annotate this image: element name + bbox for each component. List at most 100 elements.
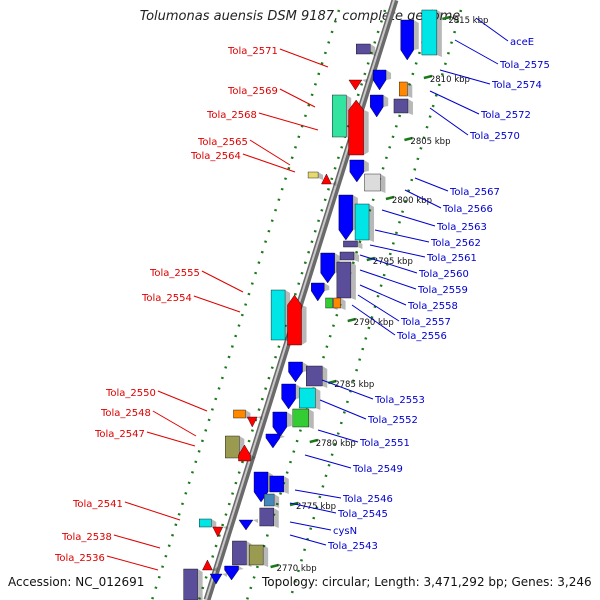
gene-shadow — [222, 573, 228, 577]
right-leader-line — [359, 284, 407, 306]
gene-tola-2545 — [263, 493, 280, 508]
left-gene-label: Tola_2564 — [190, 151, 241, 162]
gene-block — [343, 240, 358, 248]
right-gene-label: Tola_2574 — [491, 80, 542, 91]
gene-tola-2548 — [246, 416, 263, 428]
gene-block — [333, 297, 341, 309]
scale-label: 2795 kbp — [373, 257, 413, 267]
right-gene-label: Tola_2549 — [352, 464, 403, 475]
gene-arrow-down — [320, 252, 335, 284]
scale-tick — [270, 563, 279, 569]
scale-tick — [442, 15, 451, 21]
left-leader-line — [157, 390, 208, 412]
topology-label: Topology: circular; Length: 3,471,292 bp… — [262, 575, 592, 589]
gene-extra-plus — [202, 559, 218, 572]
right-gene-label: Tola_2557 — [400, 317, 451, 328]
gene-tola-2568 — [348, 99, 369, 156]
scale-label: 2780 kbp — [316, 439, 356, 449]
gene-tola-2566 — [364, 173, 386, 193]
left-gene-label: Tola_2569 — [227, 86, 278, 97]
gene-shadow — [413, 20, 419, 50]
gene-shadow — [363, 160, 369, 172]
scale-tick — [347, 317, 356, 323]
gene-tola-2573 — [356, 43, 376, 56]
gene-arrow-down — [272, 411, 288, 438]
right-leader-line — [454, 39, 499, 65]
scale-tick — [385, 195, 395, 201]
gene-block — [299, 387, 316, 409]
gene-shadow — [273, 508, 279, 528]
gene-tola-2561 — [343, 240, 363, 249]
gene-shadow — [322, 366, 328, 388]
right-gene-label: Tola_2559 — [417, 285, 468, 296]
gene-block — [356, 43, 371, 55]
right-leader-line — [351, 304, 396, 336]
gene-tola-2567 — [349, 159, 369, 183]
right-gene-label: Tola_2572 — [480, 110, 531, 121]
gene-tola-2552b — [299, 387, 321, 410]
left-gene-label: Tola_2571 — [227, 46, 278, 57]
right-gene-label: Tola_2561 — [426, 253, 477, 264]
gene-arrow-down — [212, 526, 224, 538]
gene-block — [364, 173, 381, 192]
right-gene-label: Tola_2560 — [418, 269, 469, 280]
gene-tola-2564 — [321, 173, 337, 186]
right-leader-line — [304, 454, 352, 469]
left-leader-line — [193, 295, 241, 313]
gene-shadow — [250, 455, 256, 461]
right-gene-label: Tola_2563 — [436, 222, 487, 233]
gene-arrow-down — [349, 159, 365, 183]
gene-arrow-down — [265, 433, 281, 449]
gene-tola-2543 — [238, 519, 258, 531]
left-leader-line — [201, 270, 244, 293]
gene-block — [248, 544, 264, 566]
left-leader-line — [152, 410, 197, 437]
right-leader-line — [289, 534, 327, 546]
gene-shadow — [324, 283, 330, 291]
gene-tola-2552 — [281, 383, 301, 410]
gene-shadow — [308, 409, 314, 429]
gene-tola-2556b — [311, 282, 330, 302]
gene-shadow — [286, 412, 292, 427]
right-leader-line — [357, 294, 400, 322]
gene-arrow-down — [370, 94, 384, 118]
left-gene-label: Tola_2555 — [149, 268, 200, 279]
gene-tola-2555 — [270, 289, 291, 342]
gene-block — [199, 518, 212, 528]
gene-block — [270, 289, 286, 341]
gene-shadow — [380, 174, 386, 193]
map-title: Tolumonas auensis DSM 9187, complete gen… — [139, 9, 461, 24]
gene-shadow — [353, 252, 359, 262]
right-gene-label: Tola_2567 — [449, 187, 500, 198]
left-leader-line — [249, 139, 291, 166]
gene-tola-2551 — [292, 408, 314, 429]
left-leader-line — [279, 48, 329, 68]
left-leader-line — [113, 534, 161, 549]
gene-block — [292, 408, 309, 428]
gene-arrow-up — [238, 444, 251, 462]
right-leader-line — [289, 521, 332, 531]
gene-tola-2575 — [400, 19, 419, 61]
right-gene-label: Tola_2558 — [407, 301, 458, 312]
gene-block — [421, 9, 438, 56]
right-leader-line — [429, 90, 480, 115]
left-gene-label: Tola_2554 — [141, 293, 192, 304]
scale-tick — [423, 74, 433, 80]
gene-block — [306, 365, 323, 387]
gene-extra-minus-2 — [209, 573, 228, 585]
gene-tola-2570 — [370, 94, 389, 118]
gene-tola-2543b — [232, 540, 252, 567]
gene-shadow — [197, 569, 203, 600]
right-gene-label: Tola_2566 — [442, 204, 493, 215]
scale-tick — [404, 136, 413, 142]
gene-shadow — [331, 181, 337, 186]
gene-tola-2549 — [265, 433, 285, 449]
left-gene-label: Tola_2568 — [206, 110, 257, 121]
gene-tola-2551b — [272, 411, 292, 438]
scale-label: 2770 kbp — [277, 564, 317, 574]
right-leader-line — [289, 502, 337, 514]
scale-label: 2805 kbp — [410, 137, 450, 147]
gene-shadow — [263, 545, 269, 567]
gene-tola-2542 — [248, 544, 269, 567]
